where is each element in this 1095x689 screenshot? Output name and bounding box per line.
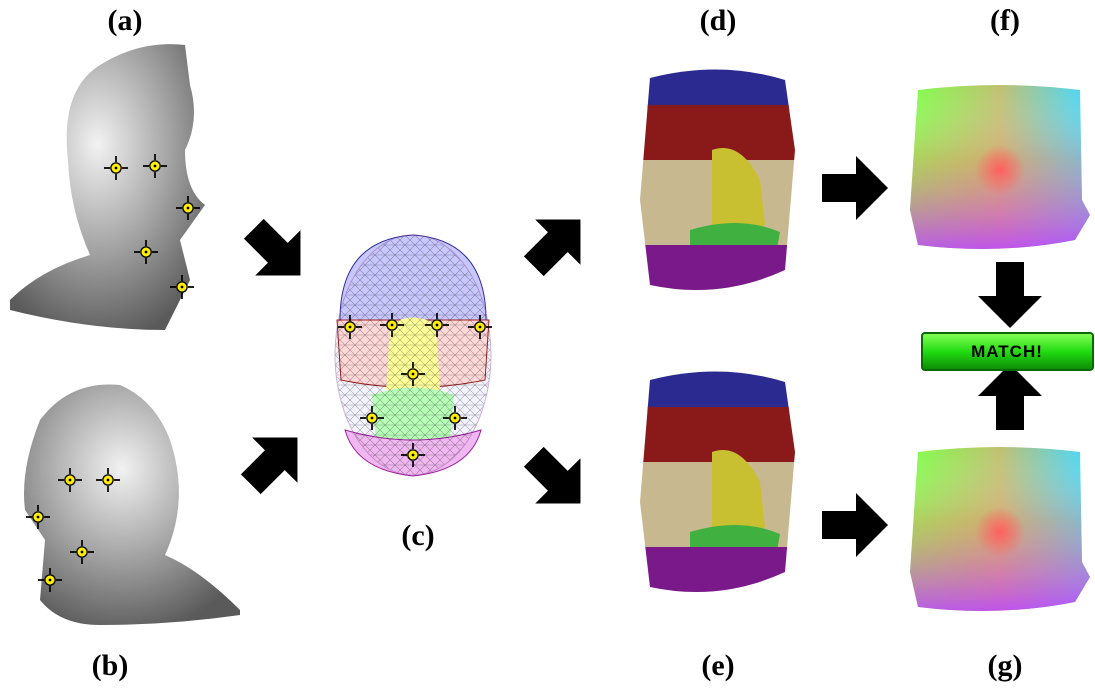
mesh-face xyxy=(335,235,491,476)
label-d: (d) xyxy=(700,4,737,37)
depth-map-g xyxy=(910,447,1090,611)
segmented-face-e xyxy=(630,362,810,607)
label-b: (b) xyxy=(92,649,129,682)
label-e: (e) xyxy=(701,649,734,682)
label-g: (g) xyxy=(988,649,1023,682)
label-c: (c) xyxy=(401,519,434,552)
match-text: MATCH! xyxy=(971,342,1043,361)
page: {"labels": ["(a)", "(b)", "(c)", "(d)", … xyxy=(0,0,1095,689)
head-b xyxy=(24,384,240,625)
label-f: (f) xyxy=(990,4,1020,37)
diagram: MATCH! (a) (b) (c) (d) (e) (f) (g) xyxy=(0,0,1095,689)
depth-map-f xyxy=(910,85,1090,249)
label-a: (a) xyxy=(108,4,143,37)
segmented-face-d xyxy=(630,60,810,305)
